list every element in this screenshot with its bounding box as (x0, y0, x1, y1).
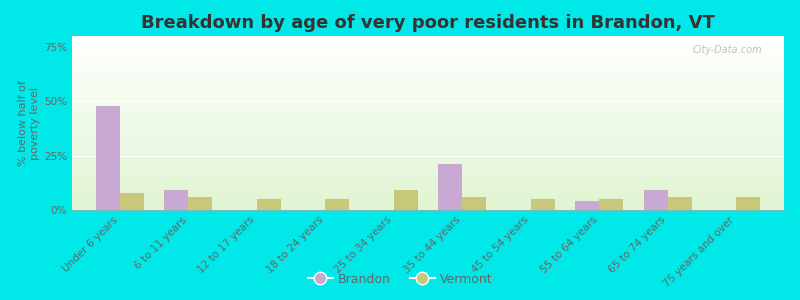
Bar (438, 164, 462, 210)
Bar (394, 190, 418, 210)
Bar (530, 199, 554, 210)
Text: City-Data.com: City-Data.com (693, 45, 762, 55)
Bar (326, 199, 350, 210)
Y-axis label: % below half of
poverty level: % below half of poverty level (18, 80, 40, 166)
Title: Breakdown by age of very poor residents in Brandon, VT: Breakdown by age of very poor residents … (141, 14, 715, 32)
Legend: Brandon, Vermont: Brandon, Vermont (303, 268, 497, 291)
Bar (165, 190, 188, 210)
Bar (736, 197, 760, 210)
Bar (575, 201, 599, 210)
Bar (644, 190, 668, 210)
Bar (96, 106, 120, 210)
Bar (188, 197, 212, 210)
Bar (120, 193, 144, 210)
Bar (599, 199, 623, 210)
Bar (257, 199, 281, 210)
Bar (668, 197, 691, 210)
Bar (462, 197, 486, 210)
